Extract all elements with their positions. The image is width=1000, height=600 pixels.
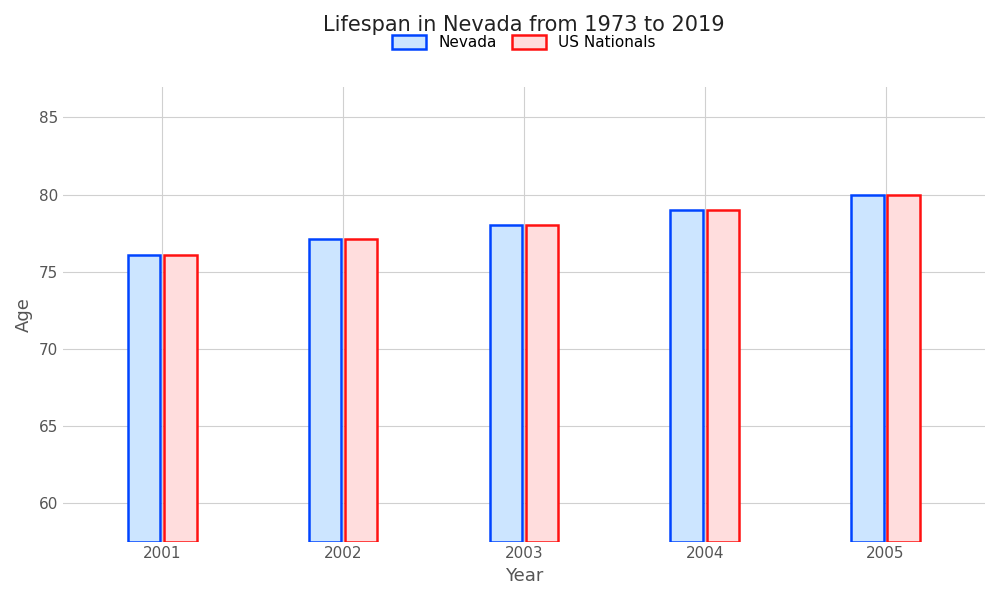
Bar: [851, 194, 884, 542]
Bar: [164, 254, 197, 542]
Title: Lifespan in Nevada from 1973 to 2019: Lifespan in Nevada from 1973 to 2019: [323, 15, 725, 35]
X-axis label: Year: Year: [505, 567, 543, 585]
Bar: [309, 239, 341, 542]
Legend: Nevada, US Nationals: Nevada, US Nationals: [392, 35, 655, 50]
Y-axis label: Age: Age: [15, 296, 33, 332]
Bar: [490, 226, 522, 542]
Bar: [887, 194, 920, 542]
Bar: [345, 239, 377, 542]
Bar: [128, 254, 160, 542]
Bar: [670, 210, 703, 542]
Bar: [707, 210, 739, 542]
Bar: [526, 226, 558, 542]
